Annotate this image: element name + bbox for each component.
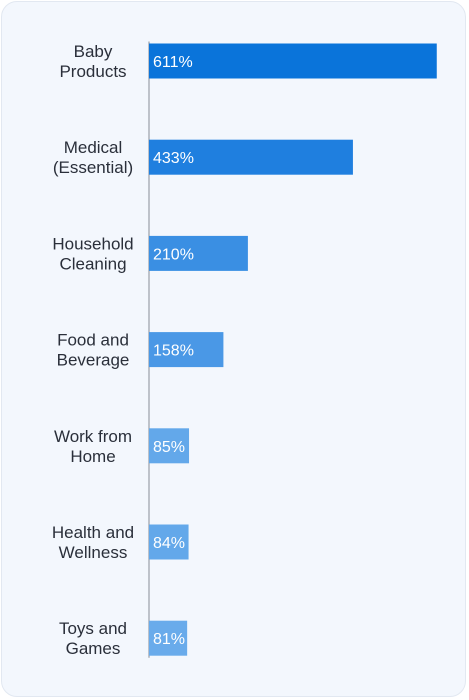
category-label: Wellness	[59, 543, 128, 562]
bar	[149, 620, 188, 656]
category-label: Products	[59, 62, 126, 81]
bar-value-label: 81%	[153, 631, 185, 648]
bar-value-label: 433%	[153, 150, 194, 167]
bar	[149, 524, 189, 560]
category-label: Baby	[74, 42, 113, 61]
category-label: Cleaning	[59, 254, 126, 273]
category-label: Toys and	[59, 619, 127, 638]
bar-value-label: 158%	[153, 343, 194, 360]
category-label: Household	[52, 234, 133, 253]
category-label: Health and	[52, 523, 134, 542]
bar-value-label: 84%	[153, 535, 185, 552]
bar-value-label: 611%	[153, 54, 193, 71]
bar	[149, 139, 353, 175]
category-label: Home	[70, 447, 115, 466]
category-label: Work from	[54, 427, 132, 446]
bar	[149, 332, 224, 368]
category-label: Beverage	[57, 351, 130, 370]
bar	[149, 235, 248, 271]
bar-value-label: 210%	[153, 246, 194, 263]
category-label: Food and	[57, 331, 129, 350]
category-label: (Essential)	[53, 158, 133, 177]
category-label: Games	[66, 639, 121, 658]
bar	[149, 43, 437, 79]
category-label: Medical	[64, 138, 123, 157]
bar-value-label: 85%	[153, 439, 185, 456]
bar	[149, 428, 190, 464]
